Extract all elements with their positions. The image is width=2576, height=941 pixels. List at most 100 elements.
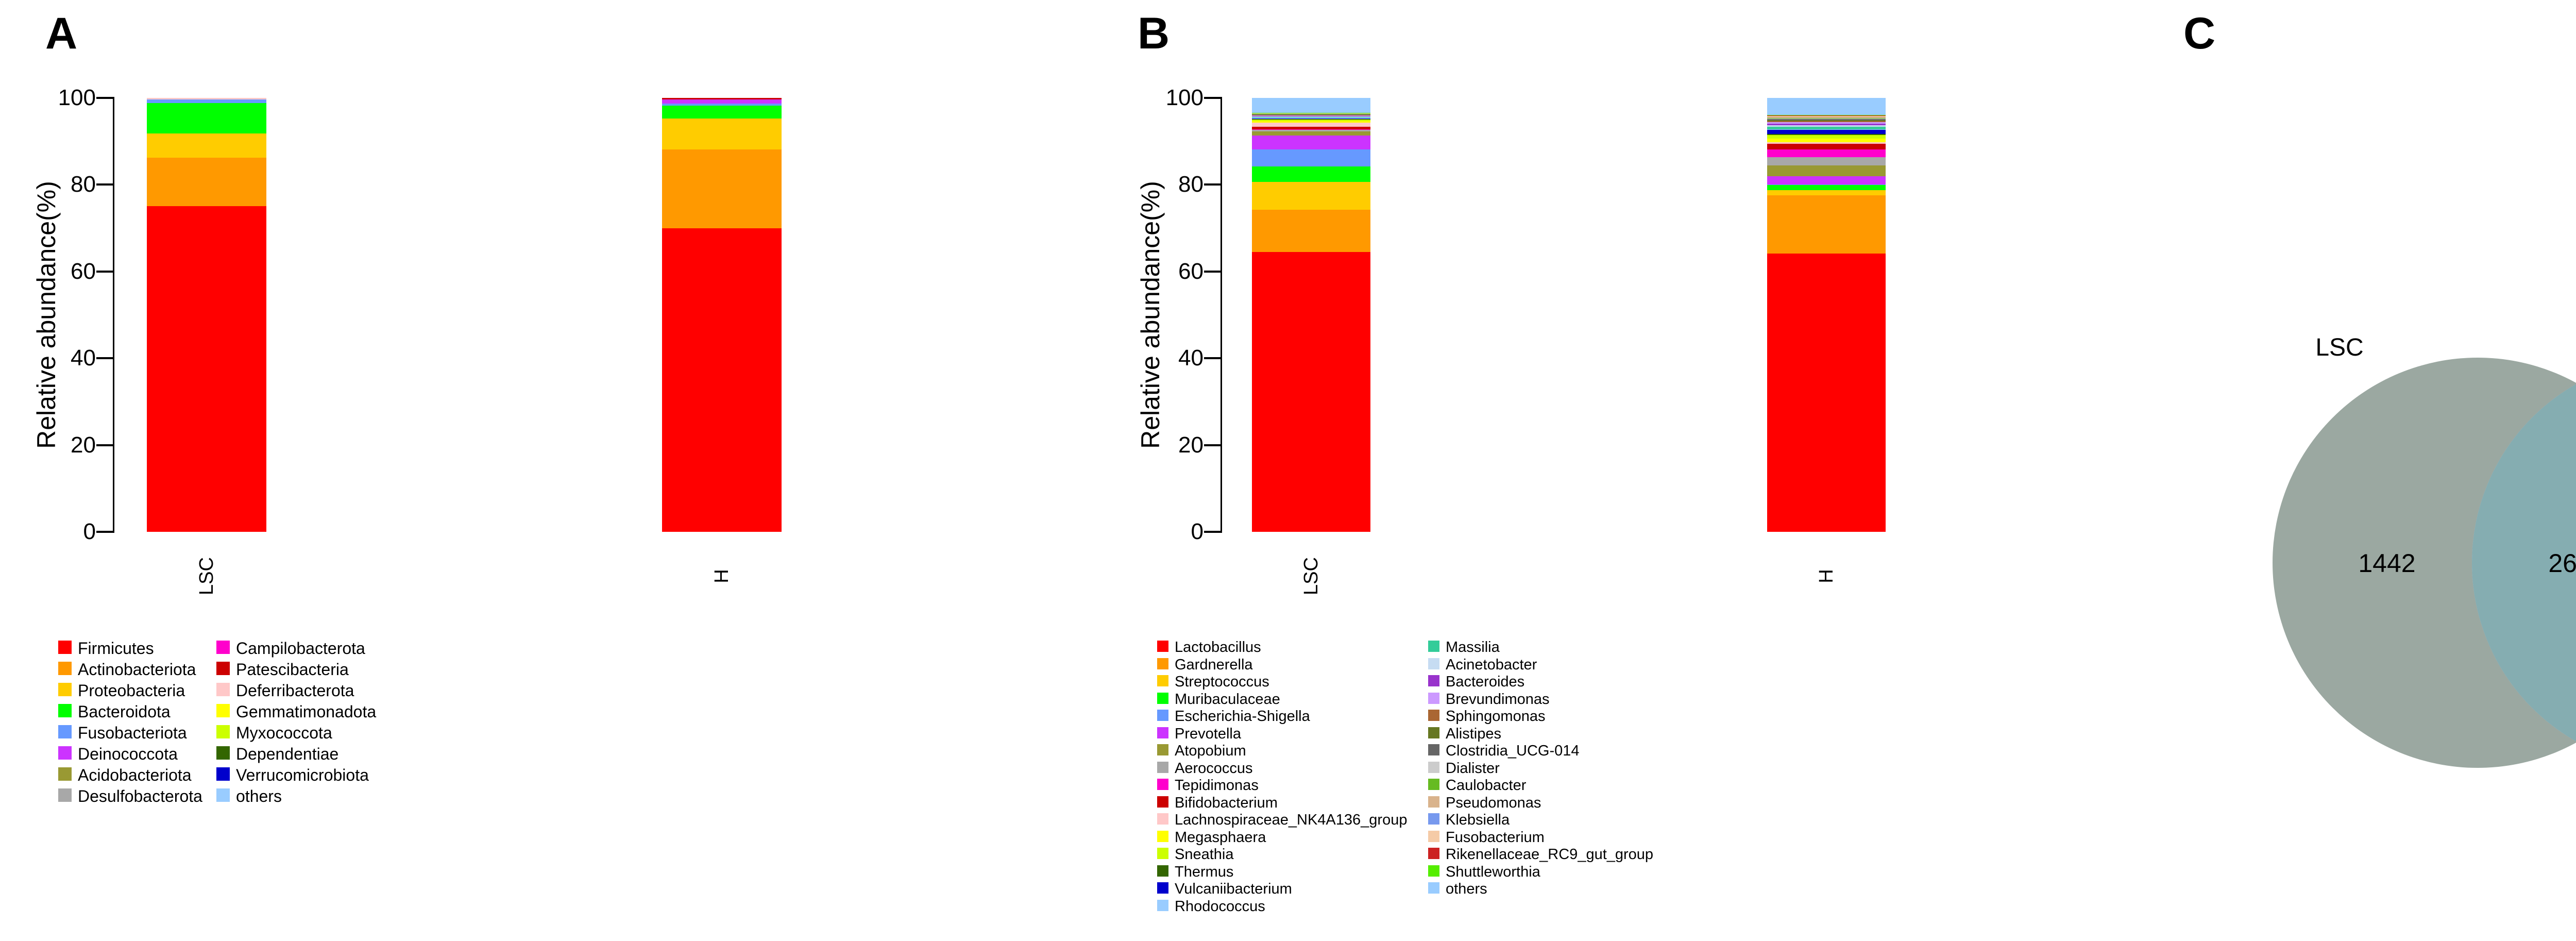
y-tick-label: 100 [58, 85, 96, 110]
bar-segment-lachnospiraceae_nk4a136_group [1252, 123, 1370, 127]
legend-swatch-escherichia-shigella [1157, 710, 1168, 721]
bar-segment-firmicutes [662, 228, 782, 532]
legend-label-others: others [1446, 881, 1487, 897]
y-tick-label: 20 [71, 432, 96, 458]
stacked-bar-h [662, 98, 782, 532]
legend-swatch-bacteroides [1428, 675, 1439, 686]
legend-label-prevotella: Prevotella [1175, 725, 1241, 742]
legend-label-vulcaniibacterium: Vulcaniibacterium [1175, 881, 1292, 897]
y-axis-tick [96, 183, 113, 186]
y-axis-tick [96, 97, 113, 99]
legend-swatch-thermus [1157, 865, 1168, 877]
bar-segment-gardnerella [1767, 195, 1886, 254]
bar-segment-rhodococcus [1767, 129, 1886, 130]
bar-segment-dialister [1767, 118, 1886, 120]
bar-segment-aerococcus [1252, 130, 1370, 131]
bar-segment-others [1252, 98, 1370, 113]
panel-letter-c: C [2183, 9, 2216, 58]
venn-count-lsc-only: 1442 [2358, 549, 2415, 578]
legend-swatch-verrucomicrobiota [216, 767, 230, 781]
bar-segment-megasphaera [1767, 139, 1886, 142]
bar-segment-bacteroidota [662, 106, 782, 119]
y-axis-tick [1204, 97, 1221, 99]
venn-diagram: LSC H 1442 2631 402 [2273, 334, 2576, 768]
y-axis-tick [96, 531, 113, 533]
bar-segment-caulobacter [1767, 117, 1886, 119]
bar-segment-deferribacterota [147, 98, 266, 99]
legend-swatch-sneathia [1157, 848, 1168, 859]
legend-swatch-muribaculaceae [1157, 692, 1168, 704]
legend-swatch-fusobacterium [1428, 830, 1439, 842]
legend-label-pseudomonas: Pseudomonas [1446, 794, 1541, 811]
bar-segment-actinobacteriota [662, 149, 782, 228]
y-tick-label: 40 [71, 345, 96, 371]
y-tick-label: 20 [1178, 432, 1204, 458]
legend-swatch-aerococcus [1157, 761, 1168, 773]
legend-swatch-bacteroidota [58, 704, 72, 717]
y-axis-line [1221, 97, 1222, 533]
legend-swatch-deinococcota [58, 746, 72, 760]
legend-label-bacteroidota: Bacteroidota [78, 702, 171, 721]
legend-swatch-caulobacter [1428, 779, 1439, 790]
legend-swatch-gemmatimonadota [216, 704, 230, 717]
legend-label-lachnospiraceae_nk4a136_group: Lachnospiraceae_NK4A136_group [1175, 812, 1408, 828]
legend-swatch-actinobacteriota [58, 662, 72, 675]
legend-label-sneathia: Sneathia [1175, 846, 1234, 863]
legend-label-patescibacteria: Patescibacteria [236, 660, 349, 679]
bar-segment-lachnospiraceae_nk4a136_group [1767, 142, 1886, 144]
legend-swatch-tepidimonas [1157, 779, 1168, 790]
y-tick-label: 80 [1178, 172, 1204, 197]
bar-segment-muribaculaceae [1252, 166, 1370, 182]
bar-segment-deinococcota [662, 99, 782, 104]
y-axis-label-genus: Relative abundance(%) [1136, 181, 1165, 449]
legend-label-shuttleworthia: Shuttleworthia [1446, 863, 1540, 880]
legend-label-actinobacteriota: Actinobacteriota [78, 660, 196, 679]
bar-segment-clostridia_ucg-014 [1767, 119, 1886, 120]
legend-label-lactobacillus: Lactobacillus [1175, 639, 1261, 656]
legend-label-streptococcus: Streptococcus [1175, 674, 1269, 690]
legend-label-desulfobacterota: Desulfobacterota [78, 787, 202, 805]
legend-swatch-deferribacterota [216, 683, 230, 696]
bar-segment-pseudomonas [1767, 116, 1886, 118]
y-tick-label: 0 [1191, 519, 1204, 544]
legend-label-deferribacterota: Deferribacterota [236, 681, 354, 700]
bar-segment-muribaculaceae [1767, 184, 1886, 191]
y-tick-label: 0 [83, 519, 96, 544]
legend-label-tepidimonas: Tepidimonas [1175, 777, 1259, 794]
bar-segment-rikenellaceae_rc9_gut_group [1767, 115, 1886, 116]
stacked-bar-h [1767, 98, 1886, 532]
legend-label-firmicutes: Firmicutes [78, 639, 154, 658]
legend-label-klebsiella: Klebsiella [1446, 812, 1510, 828]
bar-segment-acinetobacter [1767, 125, 1886, 127]
y-tick-label: 60 [71, 258, 96, 284]
legend-label-rikenellaceae_rc9_gut_group: Rikenellaceae_RC9_gut_group [1446, 846, 1654, 863]
bar-segment-escherichia-shigella [1252, 149, 1370, 167]
bar-segment-proteobacteria [147, 133, 266, 158]
y-axis-line [113, 97, 114, 533]
legend-label-deinococcota: Deinococcota [78, 745, 178, 763]
x-category-label-h: H [1816, 569, 1837, 583]
legend-swatch-dependentiae [216, 746, 230, 760]
y-tick-label: 80 [71, 172, 96, 197]
legend-swatch-prevotella [1157, 727, 1168, 738]
legend-swatch-acinetobacter [1428, 658, 1439, 669]
bar-segment-brevundimonas [1252, 115, 1370, 116]
bar-segment-fusobacteriota [147, 99, 266, 104]
legend-label-megasphaera: Megasphaera [1175, 829, 1266, 846]
legend-swatch-firmicutes [58, 641, 72, 654]
y-axis-tick [96, 357, 113, 360]
legend-swatch-proteobacteria [58, 683, 72, 696]
bar-segment-bacteroides [1767, 123, 1886, 126]
legend-label-brevundimonas: Brevundimonas [1446, 691, 1550, 708]
y-axis-tick [1204, 357, 1221, 360]
bar-segment-sneathia [1252, 120, 1370, 121]
legend-swatch-others [1428, 882, 1439, 894]
y-axis-tick [1204, 531, 1221, 533]
legend-swatch-others [216, 788, 230, 802]
legend-swatch-myxococcota [216, 725, 230, 738]
legend-label-caulobacter: Caulobacter [1446, 777, 1527, 794]
legend-label-gardnerella: Gardnerella [1175, 656, 1253, 673]
bar-segment-streptococcus [1767, 190, 1886, 196]
bar-segment-prevotella [1767, 176, 1886, 184]
